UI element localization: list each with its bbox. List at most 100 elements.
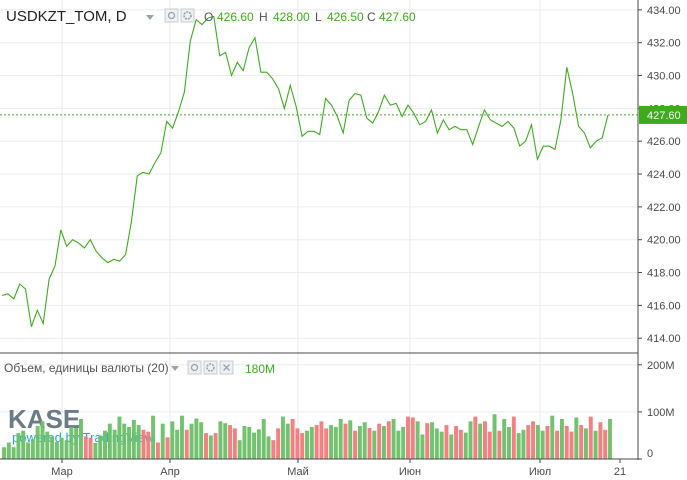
volume-bar [343,423,348,459]
volume-bar [194,418,199,459]
volume-bar [420,434,425,459]
volume-bar [179,415,184,459]
gear-icon[interactable] [203,360,218,375]
chevron-down-icon[interactable] [171,366,179,371]
volume-bar [473,416,478,459]
high-value: 428.00 [273,10,310,24]
volume-bar [377,423,382,459]
volume-bar [458,429,463,459]
volume-bar [598,422,603,459]
last-price-marker: 427.60 [0,105,687,124]
volume-bar [165,437,170,459]
time-tick-label: 21 [614,466,626,478]
volume-bar [199,422,204,459]
volume-bar [69,426,74,459]
volume-bar [357,426,362,459]
time-tick-label: Июн [399,466,421,478]
price-tick-label: 434.00 [647,5,681,17]
volume-bar [252,432,257,459]
volume-bar [30,439,35,459]
volume-bar [228,425,233,459]
volume-indicator-title[interactable]: Объем, единицы валюты (20) [4,361,169,375]
volume-bar [189,423,194,459]
volume-bar [531,421,536,459]
volume-bar [521,429,526,459]
volume-bar [391,418,396,459]
price-tick-label: 418.00 [647,268,681,280]
volume-bar [406,416,410,459]
volume-bar [112,429,117,459]
volume-bar [386,421,391,459]
volume-bar [45,431,50,459]
volume-bar [50,436,55,459]
eye-icon[interactable] [164,8,179,23]
volume-bar [247,426,252,459]
volume-bar [160,423,165,459]
volume-bar [127,426,132,459]
gear-icon[interactable] [180,8,195,23]
volume-bar [492,414,497,459]
volume-bar [175,429,180,459]
volume-value: 180M [245,362,275,376]
volume-bar [266,436,271,459]
time-tick-label: Июл [529,466,551,478]
volume-bar [204,433,208,459]
volume-bar [367,427,372,459]
price-axis: 414.00 416.00 418.00 420.00 422.00 424.00 426.… [638,5,681,345]
price-layer [1,15,609,327]
volume-tick-label: 100M [647,407,675,419]
volume-bar [593,430,598,459]
volume-bar [290,418,295,459]
volume-bar [26,442,31,459]
time-tick-label: Май [287,466,309,478]
volume-bar [319,421,324,459]
price-tick-label: 416.00 [647,300,681,312]
volume-bar [497,430,502,459]
volume-bar [362,422,367,459]
volume-bar [526,425,531,459]
volume-bar [271,440,276,459]
volume-bar [579,425,584,459]
open-value: 426.60 [217,10,254,24]
volume-bar [131,419,136,459]
volume-bar [64,440,69,459]
volume-bar [540,430,545,459]
volume-bar [146,431,151,459]
volume-bar [98,435,103,459]
close-icon[interactable] [219,360,234,375]
volume-bar [300,433,305,459]
time-axis: Мар Апр Май Июн Июл 21 [51,459,626,478]
volume-bar [555,430,560,459]
volume-bar [372,430,377,459]
price-line [1,15,609,327]
close-value: 427.60 [379,10,416,24]
volume-bar [122,423,127,459]
volume-bar [93,442,98,459]
volume-bar [559,418,564,459]
last-price-label: 427.60 [647,110,681,122]
volume-bar [11,447,16,459]
volume-bar [83,436,88,459]
volume-bar [468,421,473,459]
price-tick-label: 424.00 [647,169,681,181]
chevron-down-icon[interactable] [146,15,154,20]
price-tick-label: 422.00 [647,202,681,214]
volume-bar [237,440,242,459]
volume-bar [381,426,386,459]
volume-bar [463,432,468,459]
volume-bar [449,434,454,459]
volume-tick-label: 0 [647,448,653,460]
time-tick-label: Апр [160,466,179,478]
eye-icon[interactable] [187,360,202,375]
volume-bar [434,428,439,459]
volume-axis: 0 100M 200M [638,360,675,460]
volume-bar [415,421,420,459]
volume-bar [242,426,247,459]
volume-bar [309,426,314,459]
volume-bar [16,433,21,459]
volume-bar [608,418,612,459]
volume-bar [184,429,189,459]
volume-bar [285,423,290,459]
symbol-title[interactable]: USDKZT_TOM, D [6,8,127,25]
